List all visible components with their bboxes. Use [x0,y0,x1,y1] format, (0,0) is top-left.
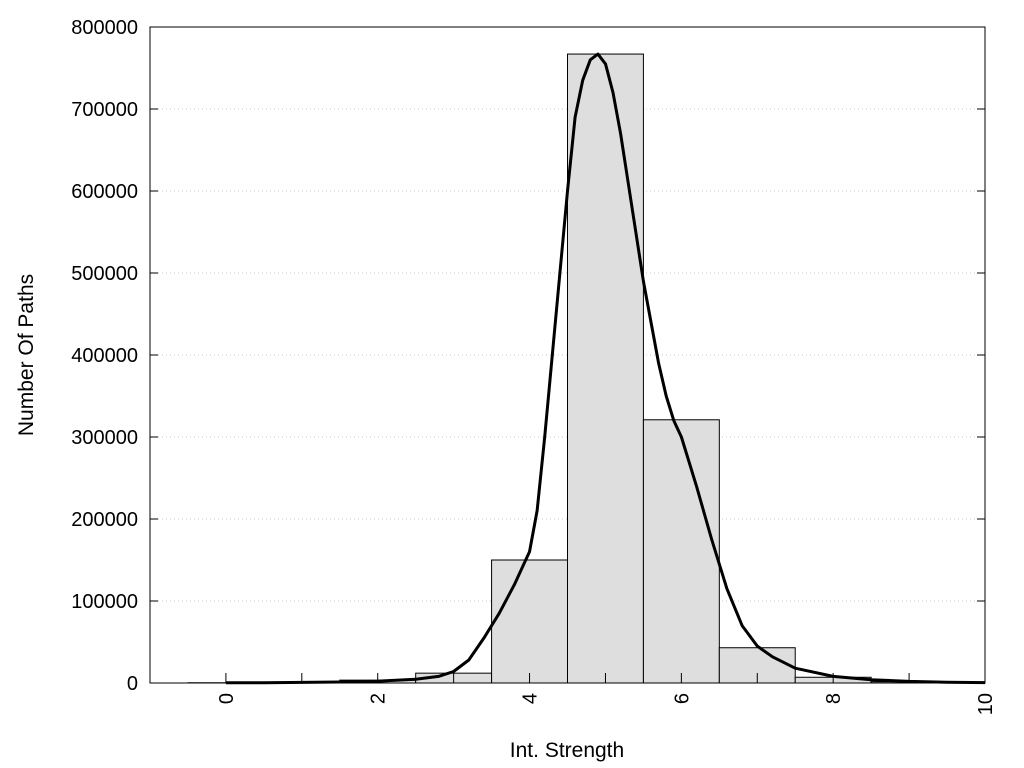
y-axis: 0 100000 200000 300000 400000 500000 600000 700… [71,17,985,695]
x-axis-title: Int. Strength [510,739,624,762]
y-tick-label: 800000 [71,17,138,39]
x-tick-label: 8 [823,693,845,704]
x-tick-label: 0 [216,693,238,704]
x-tick-label: 6 [671,693,693,704]
x-tick-label: 10 [975,693,997,715]
y-axis-title: Number Of Paths [15,274,38,436]
y-tick-label: 600000 [71,181,138,203]
y-tick-label: 200000 [71,509,138,531]
y-tick-label: 700000 [71,99,138,121]
x-tick-label: 2 [368,693,390,704]
x-tick-label: 4 [520,693,542,704]
histogram-bar [491,559,568,684]
y-tick-label: 300000 [71,427,138,449]
y-tick-label: 400000 [71,345,138,367]
y-tick-label: 500000 [71,263,138,285]
fit-curve [225,52,986,685]
y-tick-label: 0 [127,673,138,695]
histogram-bar [567,53,644,684]
histogram-bar [642,419,720,684]
x-axis: 0 2 4 6 8 10 [216,673,997,715]
y-tick-label: 100000 [71,591,138,613]
bars [187,53,948,684]
